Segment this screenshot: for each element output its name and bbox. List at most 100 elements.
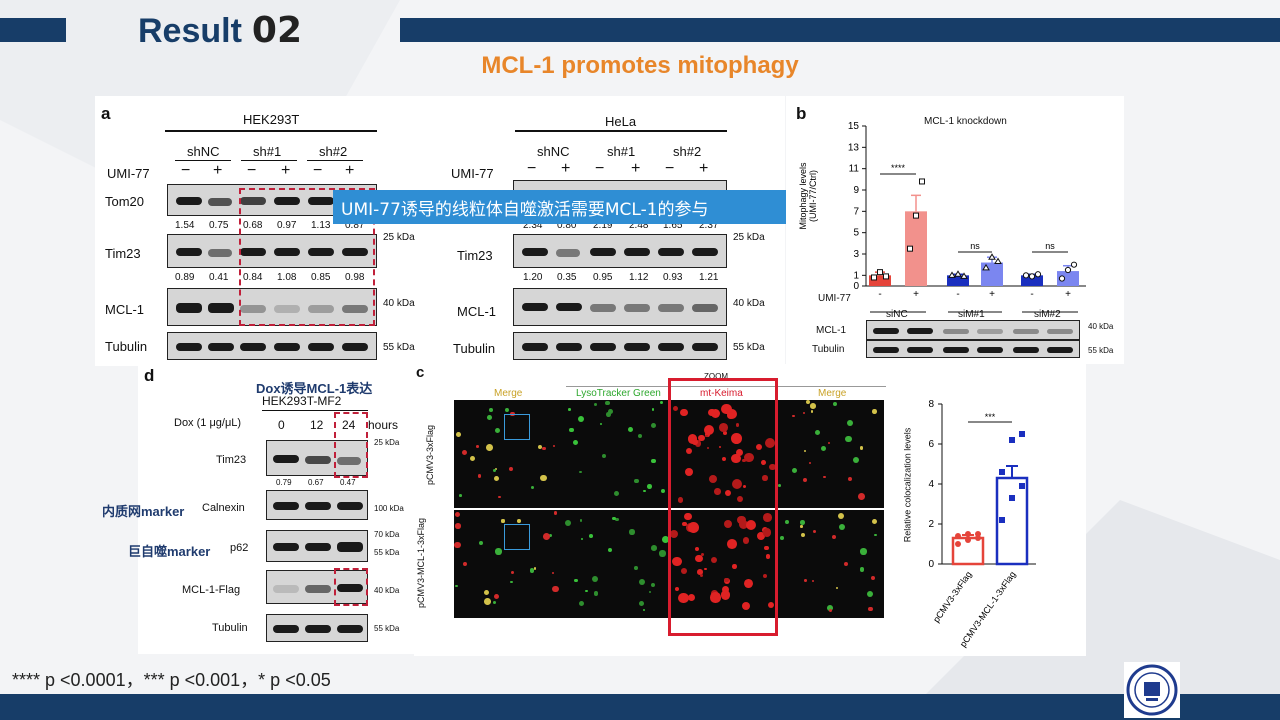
hela-cell-line: HeLa [605,114,637,129]
slide-subtitle: MCL-1 promotes mitophagy [481,52,799,79]
hela-blot-tim23 [513,234,727,268]
panel-d-tim23-q1: 0.79 [276,478,292,487]
data-point [871,274,877,281]
hela-top-q4: 2.48 [629,220,649,231]
section-number: 02 [251,10,303,51]
hela-sign-3: − [595,160,605,177]
hek-cell-line: HEK293T [243,112,300,127]
hek-tom20-q6: 0.87 [345,220,365,231]
micrograph-red-2 [670,510,776,618]
hek-tom20-q1: 1.54 [175,220,195,231]
hela-sign-1: − [527,160,537,177]
panel-c-col-lyso: LysoTracker Green [576,388,661,399]
y-tick-label: 5 [853,228,859,239]
hela-treat-label: UMI-77 [451,166,494,181]
zoom-region-box [504,524,530,550]
pvalue-legend: **** p <0.0001，*** p <0.001，* p <0.05 [12,670,331,690]
hela-row-mcl1: MCL-1 [457,304,497,319]
panel-c-col-merge: Merge [494,388,523,399]
panel-d-marker-70: 70 kDa [374,530,400,539]
panel-c-ylabel: Relative colocalization levels [902,427,913,543]
data-point [948,271,956,278]
y-tick-label: 0 [853,281,859,292]
panel-b-treat-label: UMI-77 [818,293,851,304]
data-point [999,517,1005,523]
data-point [1070,261,1078,268]
hek-group-line-2 [241,160,297,161]
panel-d-marker-55b: 55 kDa [374,624,400,633]
panel-d-marker-25: 25 kDa [374,438,400,447]
hek-marker-25: 25 kDa [383,232,415,243]
hek-tom20-q2: 0.75 [209,220,229,231]
data-point [919,178,925,185]
significance-label: ns [1045,241,1055,251]
y-tick-label: 13 [848,142,860,153]
panel-c-col-keima: mt-Keima [700,388,743,399]
panel-d-tim23-q2: 0.67 [308,478,324,487]
treatment-sign: + [989,289,995,300]
hela-top-q1: 2.34 [523,220,543,231]
panel-d-hour-12: 12 [310,418,324,432]
hek-marker-40: 40 kDa [383,298,415,309]
y-tick-label: 8 [928,399,934,410]
section-title-text: Result [138,12,242,50]
y-tick-label: 1 [853,270,859,281]
data-point [1009,495,1015,501]
panel-d-highlight-bottom [334,568,368,606]
hek-sign-3: − [247,162,257,179]
university-logo [1124,662,1180,718]
panel-d-hour-24: 24 [342,418,356,432]
panel-d-hours-unit: hours [368,418,399,432]
panel-d-marker-55: 55 kDa [374,548,400,557]
y-tick-label: 3 [853,249,859,260]
bar [905,211,927,286]
hela-tim23-q1: 1.20 [523,272,543,283]
data-point [907,245,913,252]
hela-tim23-q4: 1.12 [629,272,649,283]
panel-d-cell-line: HEK293T-MF2 [262,394,342,408]
data-point [877,269,883,276]
mt-keima-highlight [668,378,778,636]
significance-label: ns [970,241,980,251]
panel-d-blot-calnexin [266,490,368,520]
panel-c-row-1: pCMV3-3xFlag [425,424,436,486]
hek-sign-1: − [181,162,191,179]
y-tick-label: 7 [853,206,859,217]
hek-sign-4: + [281,162,291,179]
treatment-sign: - [956,289,959,300]
data-point [960,272,968,279]
panel-c-col-merge2: Merge [818,388,847,399]
bar [947,275,969,286]
data-point [982,263,990,271]
treatment-sign: - [1030,289,1033,300]
hela-top-q5: 1.65 [663,220,683,231]
micrograph-red-1 [670,400,776,508]
hek-sign-2: + [213,162,223,179]
section-title: Result 02 [138,10,302,51]
hela-group-2: sh#1 [607,144,636,159]
panel-d-row-calnexin: Calnexin [202,502,245,514]
panel-d-row-p62: p62 [230,542,249,554]
hela-blot-mcl1 [513,288,727,326]
data-point [975,531,981,537]
panel-d-dox-label: Dox (1 μg/μL) [174,417,242,429]
hek-tim23-q4: 1.08 [277,272,297,283]
hek-group-line-3 [307,160,363,161]
treatment-sign: + [913,289,919,300]
panel-b-marker-55: 55 kDa [1088,346,1114,355]
panel-d-row-tubulin: Tubulin [212,622,248,634]
y-tick-label: 6 [928,439,934,450]
autophagy-marker-note: 巨自噬marker [128,544,211,559]
panel-b-label: b [796,104,807,123]
panel-d-marker-40: 40 kDa [374,586,400,595]
panel-d-row-tim23: Tim23 [216,454,247,466]
panel-b-group-2: siM#1 [958,309,985,320]
panel-d-blot-tim23 [266,440,368,476]
panel-d-blot-tubulin [266,614,368,642]
hek-marker-55: 55 kDa [383,342,415,353]
data-point [965,531,971,537]
hela-row-tubulin: Tubulin [453,341,496,356]
hek-group-3: sh#2 [319,144,348,159]
hek-tim23-q2: 0.41 [209,272,229,283]
